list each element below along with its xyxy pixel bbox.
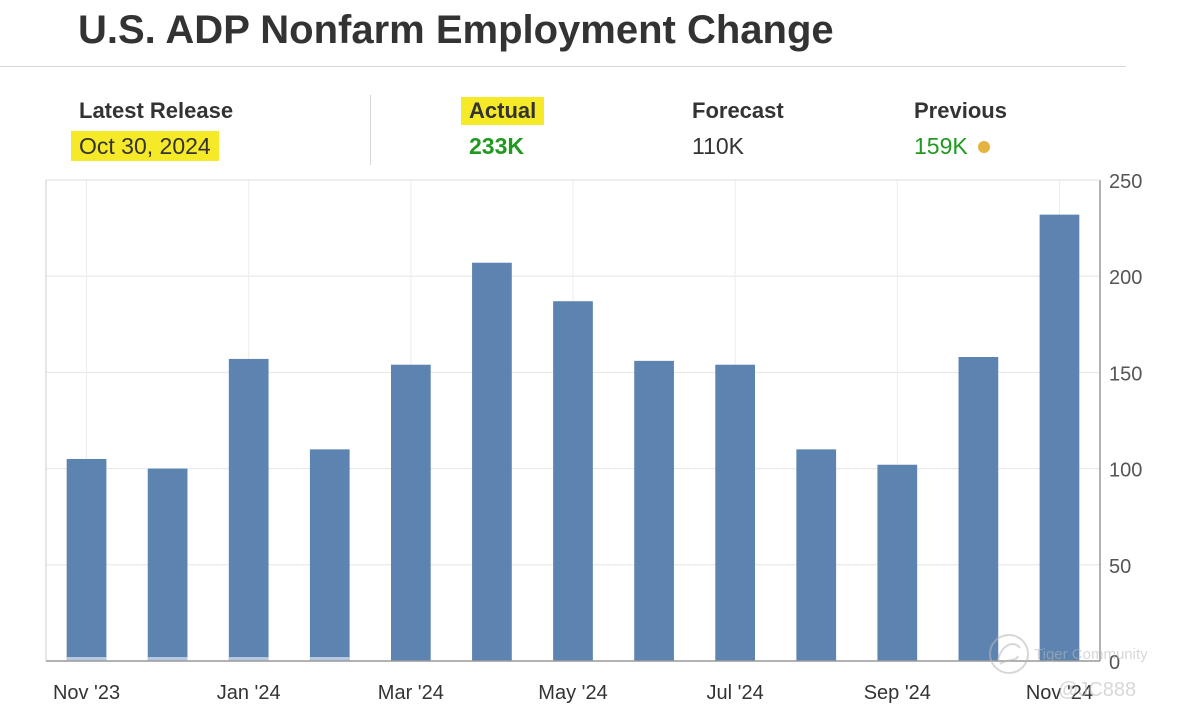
bar-mar-24 [390,364,431,661]
bar-may-24 [553,301,593,661]
previous-label: Previous [914,98,1007,123]
bar-base-marker [66,657,107,661]
page-title: U.S. ADP Nonfarm Employment Change [78,8,834,52]
tiger-logo-icon [989,634,1029,674]
bar-oct-24 [958,357,999,661]
latest-release-label: Latest Release [79,98,234,123]
bar-jan-24 [228,358,269,661]
x-tick-label: Jul '24 [707,682,764,704]
forecast-value: 110K [692,133,745,159]
actual-value: 233K [469,133,524,159]
y-tick-label: 200 [1109,267,1142,289]
previous-value: 159K [914,133,968,159]
y-tick-label: 100 [1109,460,1142,482]
latest-release-value: Oct 30, 2024 [71,131,219,161]
bar-nov-23 [66,458,107,661]
x-tick-label: Nov '23 [53,682,120,704]
actual-label: Actual [461,97,545,125]
x-tick-label: Jan '24 [217,682,281,704]
latest-release-stat: Latest Release Oct 30, 2024 [71,97,234,161]
y-tick-label: 50 [1109,556,1131,578]
bar-base-marker [228,657,269,661]
forecast-stat: Forecast 110K [692,97,784,161]
y-tick-label: 0 [1109,652,1120,674]
chart-bars [66,214,1080,661]
bar-base-marker [309,657,350,661]
bar-jun-24 [634,360,674,661]
bar-aug-24 [796,449,837,661]
x-axis-ticks: Nov '23 Jan '24 Mar '24 May '24 Jul '24 Sep '… [53,682,1093,704]
previous-status-dot [977,141,990,153]
y-tick-label: 250 [1109,171,1142,193]
chart-axes [45,179,1101,662]
employment-bar-chart: Nov '23 Jan '24 Mar '24 May '24 Jul '24 Sep '… [45,171,1142,704]
watermark: Tiger Community @JC888 [989,634,1148,701]
x-tick-label: Nov '24 [1026,682,1093,704]
stats-divider [370,95,371,165]
bar-dec-23 [147,468,188,661]
watermark-handle: @JC888 [1058,679,1136,701]
watermark-brand: Tiger Community [1034,646,1148,663]
forecast-label: Forecast [692,98,784,123]
title-divider [0,66,1126,67]
bar-jul-24 [715,364,756,661]
y-axis-ticks: 0 50 100 150 200 250 [1109,171,1142,674]
x-tick-label: May '24 [538,682,607,704]
bar-base-marker [147,657,188,661]
actual-stat: Actual 233K [461,97,545,161]
previous-stat: Previous 159K [914,97,1007,161]
x-tick-label: Mar '24 [378,682,444,704]
bar-apr-24 [472,262,512,661]
bar-sep-24 [877,464,918,661]
x-tick-label: Sep '24 [864,682,931,704]
bar-nov-24 [1039,214,1080,661]
y-tick-label: 150 [1109,363,1142,385]
bar-feb-24 [309,449,350,661]
